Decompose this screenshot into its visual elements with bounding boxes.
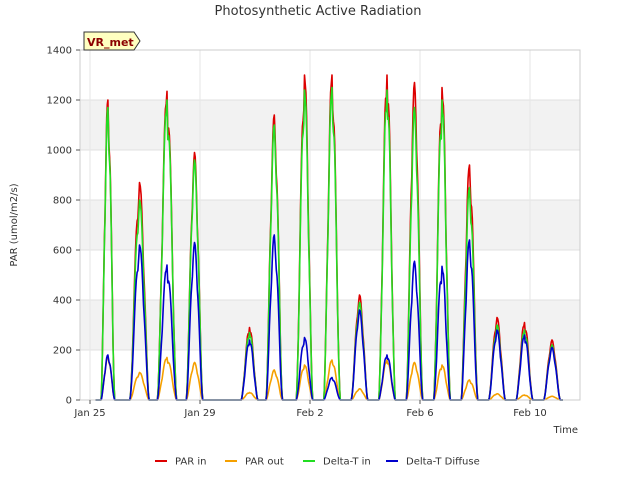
- y-tick-label: 800: [53, 196, 72, 207]
- x-axis-label: Time: [553, 425, 578, 436]
- legend-label: Delta-T Diffuse: [406, 457, 480, 468]
- x-tick-label: Feb 6: [406, 408, 433, 419]
- plot-frame: [79, 49, 581, 401]
- plot-band: [80, 300, 580, 350]
- y-tick-label: 200: [53, 346, 72, 357]
- y-axis-ticks: 0 200 400 600 800 1000 1200 1400: [47, 46, 80, 407]
- x-tick-label: Feb 10: [513, 408, 547, 419]
- legend-label: PAR out: [245, 457, 284, 468]
- plot-band: [80, 200, 580, 250]
- station-badge: VR_met: [83, 31, 141, 51]
- x-tick-label: Feb 2: [296, 408, 323, 419]
- x-tick-label: Jan 25: [73, 408, 105, 419]
- legend: PAR in PAR out Delta-T in Delta-T Diffuse: [155, 457, 480, 468]
- y-tick-label: 1200: [47, 96, 72, 107]
- y-tick-label: 600: [53, 246, 72, 257]
- y-axis-label: PAR (umol/m2/s): [9, 183, 20, 266]
- legend-label: Delta-T in: [323, 457, 371, 468]
- x-tick-label: Jan 29: [183, 408, 215, 419]
- chart-title: Photosynthetic Active Radiation: [215, 4, 422, 19]
- y-tick-label: 1400: [47, 46, 72, 57]
- station-badge-shape: [83, 31, 141, 51]
- y-tick-label: 1000: [47, 146, 72, 157]
- x-axis-ticks: Jan 25 Jan 29 Feb 2 Feb 6 Feb 10: [73, 400, 547, 419]
- y-tick-label: 400: [53, 296, 72, 307]
- legend-label: PAR in: [175, 457, 206, 468]
- station-badge-text: VR_met: [87, 36, 134, 49]
- y-tick-label: 0: [66, 396, 72, 407]
